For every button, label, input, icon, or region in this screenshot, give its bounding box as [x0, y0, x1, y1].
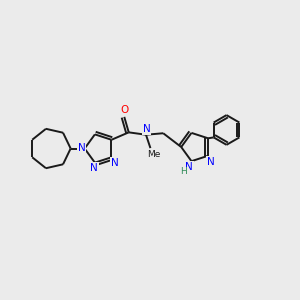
- Text: N: N: [90, 163, 98, 173]
- Text: N: N: [111, 158, 118, 168]
- Text: N: N: [78, 142, 86, 153]
- Text: N: N: [185, 162, 193, 172]
- Text: O: O: [120, 105, 128, 116]
- Text: N: N: [207, 157, 214, 167]
- Text: N: N: [143, 124, 150, 134]
- Text: H: H: [180, 167, 187, 176]
- Text: Me: Me: [147, 149, 161, 158]
